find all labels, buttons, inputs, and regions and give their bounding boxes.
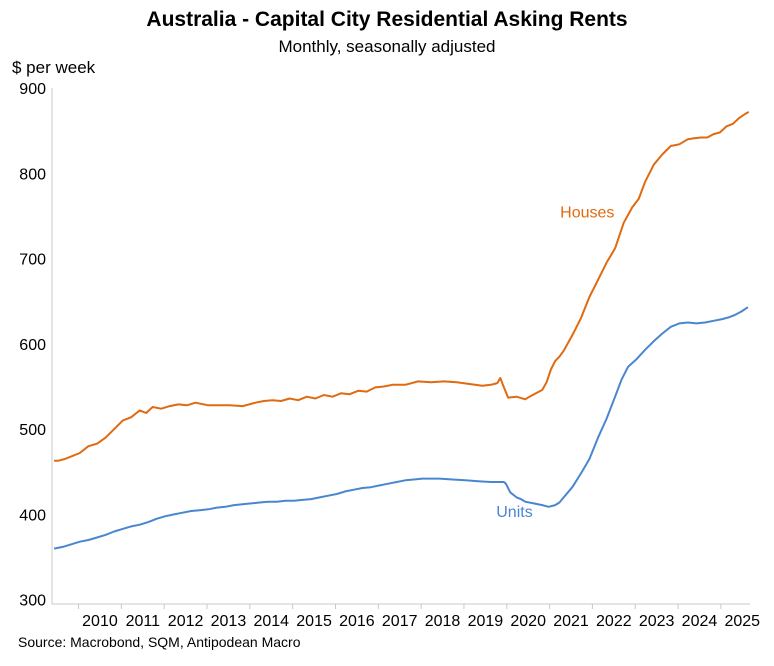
x-tick-label-2022: 2022 [596,613,632,630]
y-tick-label-400: 400 [19,507,46,524]
y-tick-label-600: 600 [19,337,46,354]
y-tick-label-700: 700 [19,252,46,269]
y-tick-label-300: 300 [19,593,46,610]
x-tick-label-2011: 2011 [126,613,161,630]
series-label-houses: Houses [560,205,614,222]
y-tick-label-900: 900 [19,81,46,98]
y-axis-label: $ per week [12,58,96,77]
series-label-units: Units [496,504,532,521]
chart-source-note: Source: Macrobond, SQM, Antipodean Macro [18,634,301,650]
x-tick-label-2016: 2016 [339,613,375,630]
x-tick-label-2010: 2010 [82,613,118,630]
x-tick-label-2025: 2025 [724,613,760,630]
y-tick-label-800: 800 [19,166,46,183]
x-tick-label-2014: 2014 [253,613,289,630]
x-tick-label-2018: 2018 [425,613,461,630]
x-axis-ticks: 2010 2011 2012 2013 2014 2015 2016 2017 2018 2019… [78,604,760,630]
x-tick-label-2019: 2019 [468,613,504,630]
series-line-houses [54,111,750,462]
x-tick-label-2021: 2021 [553,613,589,630]
chart-subtitle: Monthly, seasonally adjusted [278,37,496,56]
series-layer: Houses Units [53,111,750,550]
x-tick-label-2013: 2013 [211,613,247,630]
x-tick-label-2024: 2024 [682,613,718,630]
x-tick-label-2017: 2017 [382,613,418,630]
x-tick-label-2012: 2012 [168,613,204,630]
series-line-units [53,306,749,550]
chart-title: Australia - Capital City Residential Ask… [146,8,628,31]
x-tick-label-2023: 2023 [639,613,675,630]
y-tick-label-500: 500 [19,422,46,439]
y-axis-ticks: 300 400 500 600 700 800 900 [19,81,46,610]
x-tick-label-2020: 2020 [510,613,546,630]
x-tick-label-2015: 2015 [296,613,332,630]
